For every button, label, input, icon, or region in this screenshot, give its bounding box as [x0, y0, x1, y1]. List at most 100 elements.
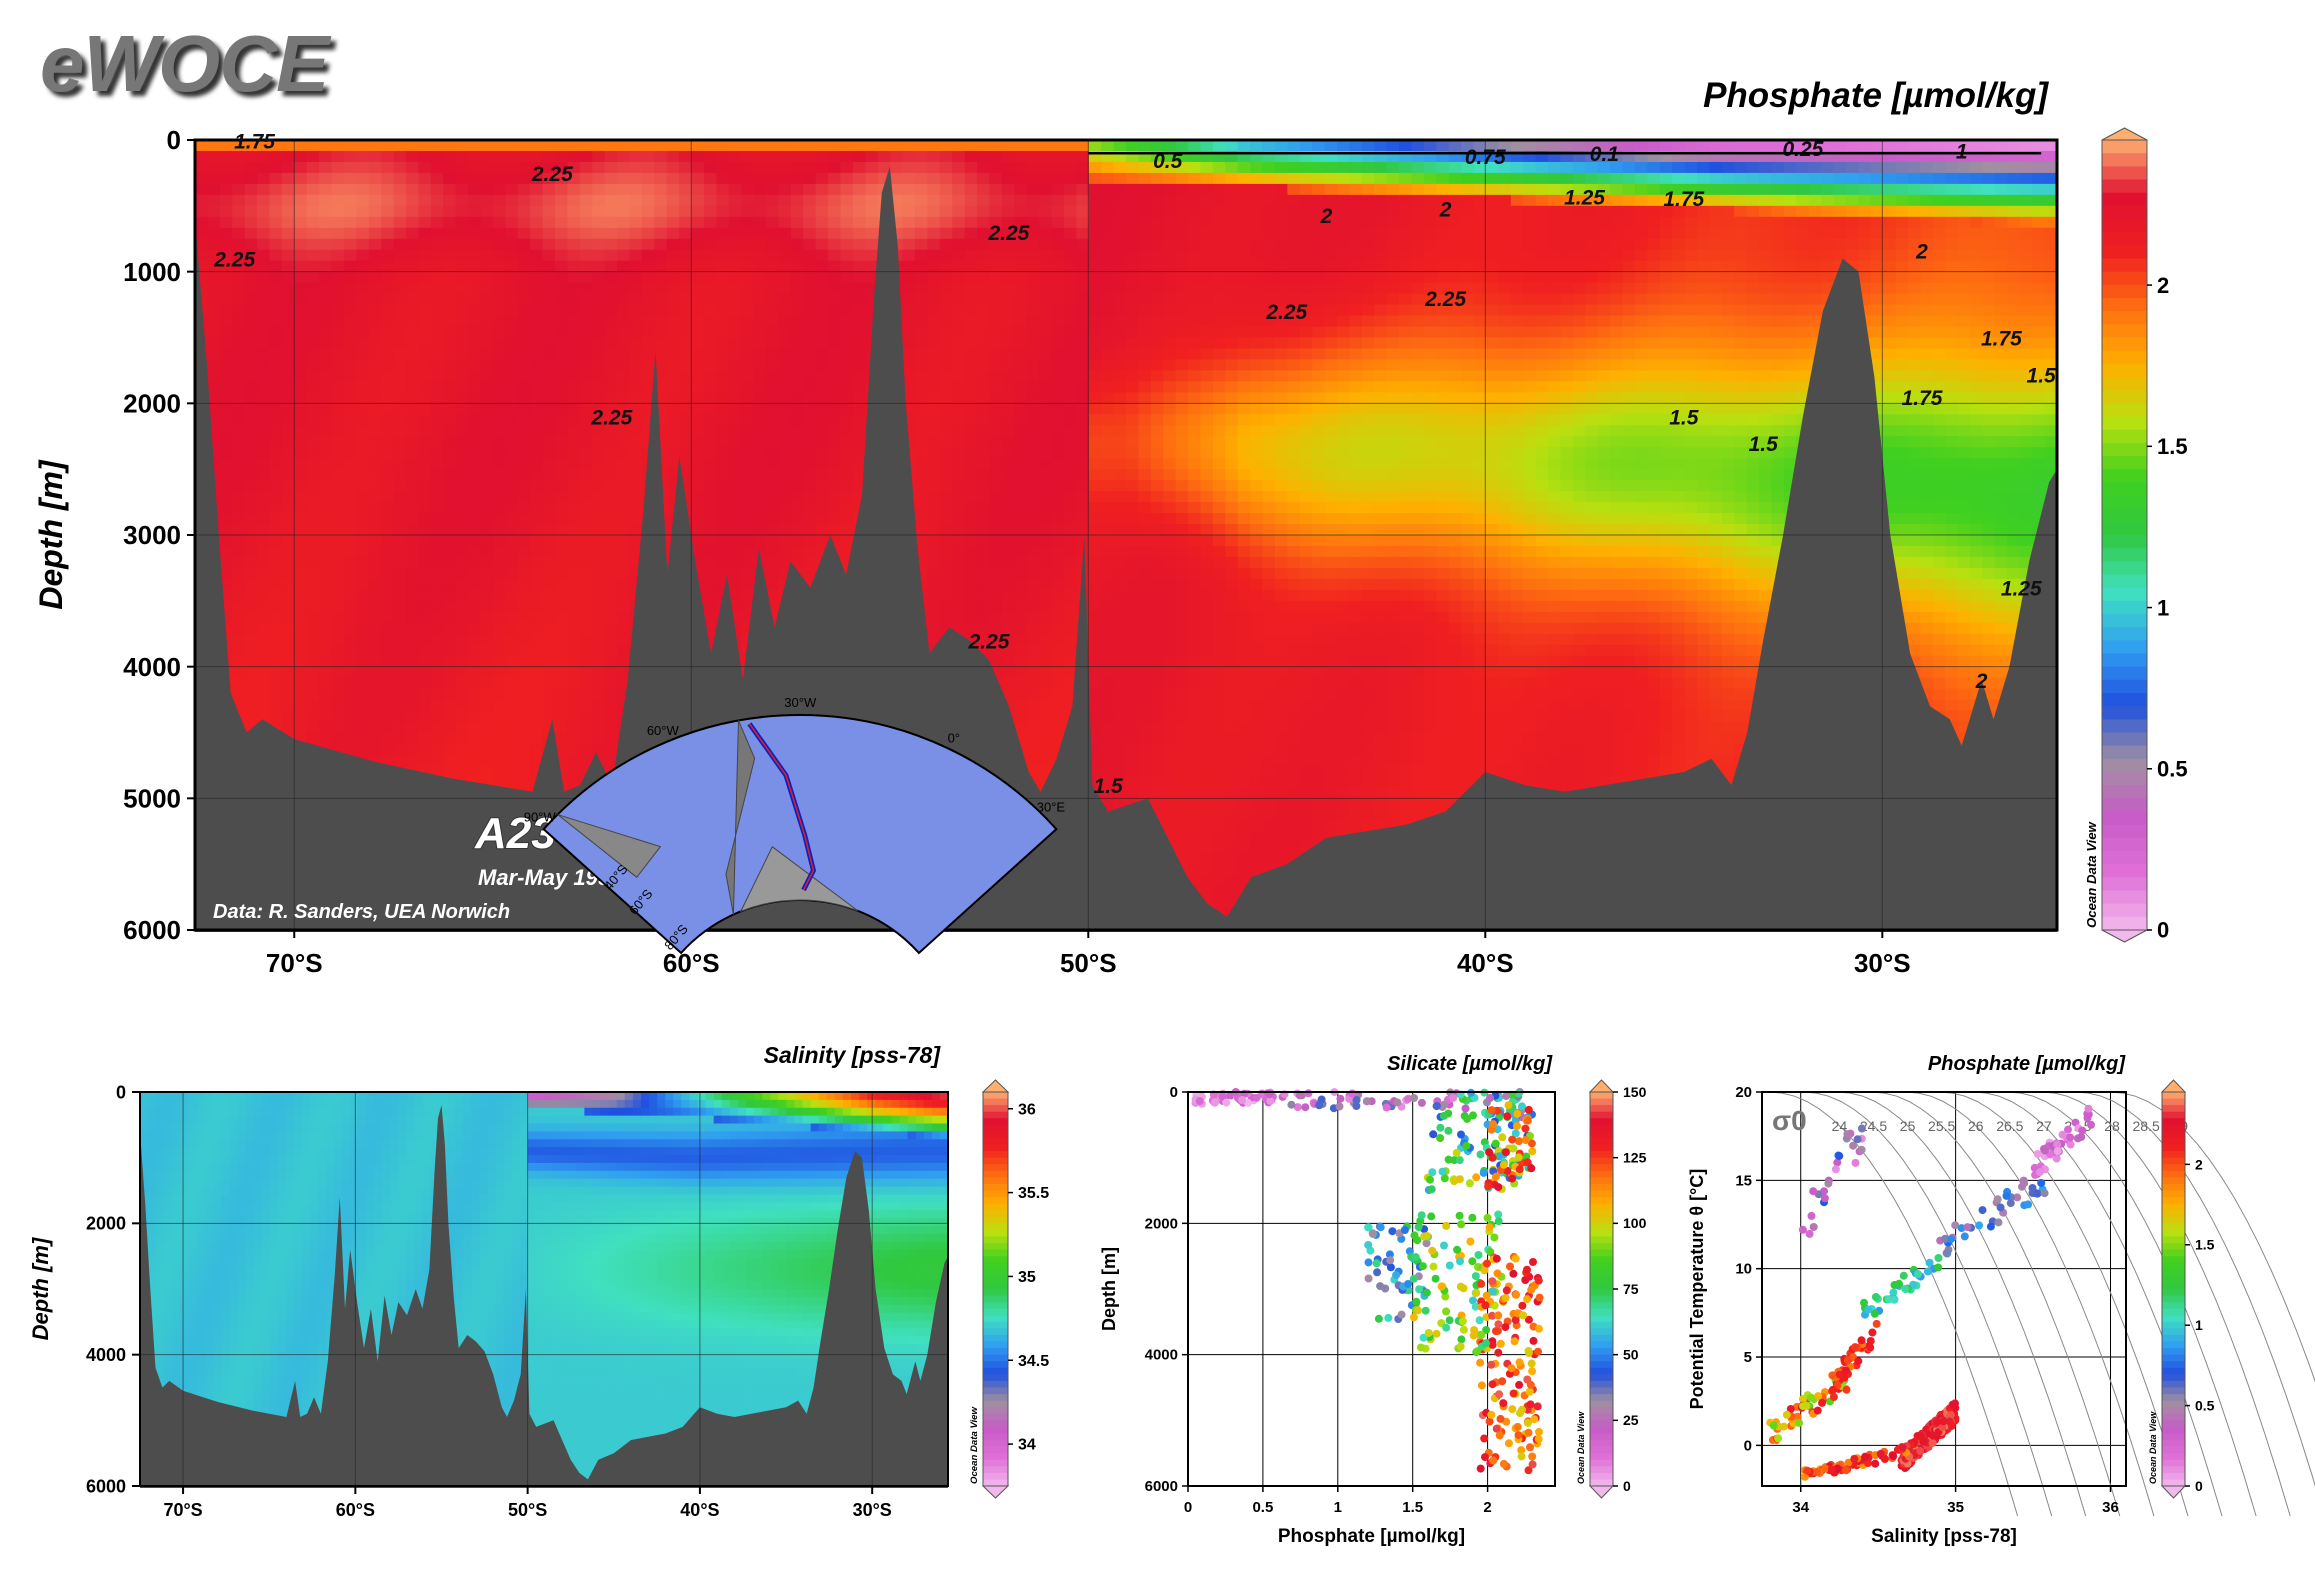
field-cell	[406, 491, 420, 503]
field-cell	[852, 161, 866, 174]
field-cell	[977, 414, 991, 426]
field-cell	[716, 425, 730, 437]
field-cell	[517, 370, 531, 382]
field-cell	[728, 589, 742, 602]
field-cell	[828, 513, 842, 525]
field-cell	[803, 491, 817, 503]
field-cell	[679, 304, 693, 317]
field-cell	[443, 150, 457, 163]
field-cell	[319, 150, 333, 163]
field-cell	[257, 315, 271, 328]
field-cell	[542, 644, 556, 657]
field-cell	[803, 436, 817, 448]
field-cell	[617, 315, 631, 328]
field-cell	[257, 194, 271, 207]
field-cell	[257, 227, 271, 240]
field-cell	[468, 392, 482, 404]
field-cell	[368, 425, 382, 437]
field-cell	[716, 315, 730, 328]
field-cell	[927, 140, 941, 152]
field-cell	[381, 556, 395, 569]
field-cell	[778, 271, 792, 284]
field-cell	[455, 644, 469, 657]
field-cell	[281, 337, 295, 350]
field-cell	[418, 732, 432, 745]
field-cell	[319, 359, 333, 372]
field-cell	[480, 414, 494, 426]
field-cell	[468, 161, 482, 174]
field-cell	[629, 337, 643, 350]
field-cell	[368, 754, 382, 767]
field-cell	[803, 194, 817, 207]
field-cell	[406, 655, 420, 668]
field-cell	[207, 238, 221, 251]
field-cell	[244, 600, 258, 613]
field-cell	[790, 205, 804, 218]
field-cell	[952, 502, 966, 514]
field-cell	[418, 567, 432, 580]
field-cell	[244, 260, 258, 273]
field-cell	[393, 732, 407, 745]
field-cell	[741, 622, 755, 635]
field-cell	[443, 710, 457, 723]
field-cell	[368, 600, 382, 613]
field-cell	[852, 205, 866, 218]
field-cell	[517, 183, 531, 196]
field-cell	[492, 688, 506, 701]
field-cell	[306, 502, 320, 514]
field-cell	[753, 227, 767, 240]
field-cell	[952, 600, 966, 613]
field-cell	[443, 524, 457, 536]
field-cell	[368, 699, 382, 712]
field-cell	[766, 249, 780, 262]
field-cell	[269, 315, 283, 328]
field-cell	[244, 688, 258, 701]
field-cell	[1026, 524, 1040, 536]
field-cell	[455, 359, 469, 372]
field-cell	[269, 392, 283, 404]
field-cell	[517, 721, 531, 734]
field-cell	[455, 140, 469, 152]
field-cell	[517, 688, 531, 701]
field-cell	[232, 414, 246, 426]
field-cell	[269, 425, 283, 437]
field-cell	[269, 326, 283, 339]
field-cell	[790, 238, 804, 251]
field-cell	[430, 655, 444, 668]
field-cell	[1014, 710, 1028, 723]
field-cell	[1001, 491, 1015, 503]
field-cell	[306, 699, 320, 712]
field-cell	[418, 535, 432, 547]
field-cell	[281, 545, 295, 558]
field-cell	[381, 666, 395, 679]
field-cell	[579, 556, 593, 569]
field-cell	[319, 304, 333, 317]
field-cell	[691, 238, 705, 251]
field-cell	[716, 194, 730, 207]
field-cell	[381, 732, 395, 745]
field-cell	[766, 304, 780, 317]
field-cell	[505, 556, 519, 569]
field-cell	[505, 754, 519, 767]
field-cell	[902, 293, 916, 306]
field-cell	[803, 249, 817, 262]
field-cell	[418, 545, 432, 558]
field-cell	[554, 326, 568, 339]
field-cell	[269, 403, 283, 415]
field-cell	[244, 699, 258, 712]
field-cell	[492, 161, 506, 174]
field-cell	[703, 304, 717, 317]
field-cell	[455, 249, 469, 262]
field-cell	[505, 589, 519, 602]
field-cell	[294, 425, 308, 437]
field-cell	[356, 359, 370, 372]
field-cell	[492, 513, 506, 525]
field-cell	[244, 304, 258, 317]
field-cell	[219, 238, 233, 251]
field-cell	[393, 578, 407, 591]
field-cell	[927, 589, 941, 602]
field-cell	[989, 414, 1003, 426]
field-cell	[505, 644, 519, 657]
field-cell	[679, 238, 693, 251]
field-cell	[989, 359, 1003, 372]
